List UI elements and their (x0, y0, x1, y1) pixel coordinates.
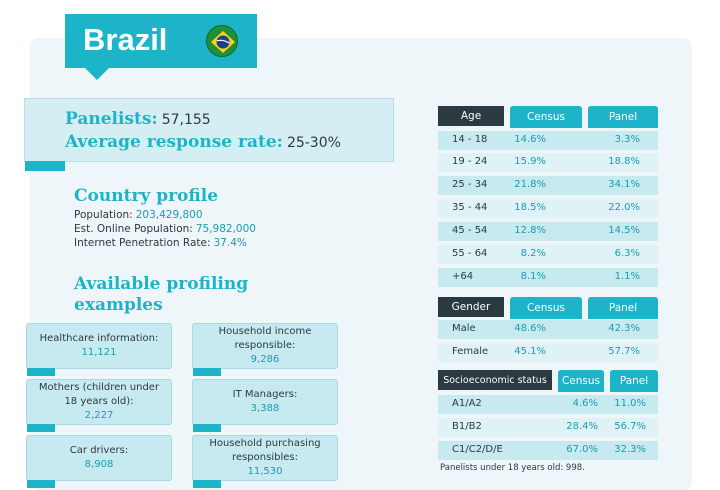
profiling-heading-line1: Available profiling (74, 274, 249, 294)
table-row: A1/A2 4.6% 11.0% (438, 395, 658, 414)
country-profile-heading: Country profile (74, 186, 219, 206)
country-title-banner: Brazil (65, 14, 257, 80)
row-label: 45 - 54 (452, 225, 488, 236)
panel-value: 3.3% (614, 134, 640, 145)
gender-census-header: Census (510, 297, 582, 319)
census-value: 8.1% (520, 271, 546, 282)
profiling-item-label: Healthcare information: (39, 333, 159, 344)
profiling-item-value: 11,530 (247, 466, 283, 477)
panel-value: 6.3% (614, 248, 640, 259)
age-census-header: Census (510, 106, 582, 128)
country-title: Brazil (83, 22, 168, 57)
profiling-item-label: IT Managers: (232, 389, 298, 400)
profiling-heading-line2: examples (74, 295, 163, 315)
profiling-item: Healthcare information: 11,121 (26, 323, 172, 376)
profiling-item: Household income responsible: 9,286 (192, 323, 338, 376)
census-value: 12.8% (514, 225, 546, 236)
population-value: 203,429,800 (135, 209, 203, 221)
population-line: Population: 203,429,800 (74, 209, 203, 221)
profiling-heading: Available profiling examples (74, 274, 248, 316)
panel-value: 34.1% (608, 179, 640, 190)
census-value: 8.2% (520, 248, 546, 259)
row-label: 35 - 44 (452, 202, 488, 213)
panelists-stat: Panelists: 57,155 (65, 109, 211, 129)
summary-box: Panelists: 57,155 Average response rate: 2… (24, 98, 394, 171)
age-header-cell: Age (438, 106, 504, 126)
row-label: 19 - 24 (452, 156, 488, 167)
panel-value: 11.0% (614, 398, 646, 409)
table-row: 55 - 64 8.2% 6.3% (438, 245, 658, 264)
profiling-item-value: 2,227 (84, 410, 114, 421)
profiling-item: IT Managers: 3,388 (192, 379, 338, 432)
panel-value: 14.5% (608, 225, 640, 236)
online-population-line: Est. Online Population: 75,982,000 (74, 223, 256, 235)
row-label: 55 - 64 (452, 248, 488, 259)
census-value: 14.6% (514, 134, 546, 145)
panel-value: 56.7% (614, 421, 646, 432)
table-row: 19 - 24 15.9% 18.8% (438, 153, 658, 172)
row-label: A1/A2 (452, 398, 482, 409)
profiling-item-value: 9,286 (250, 354, 280, 365)
gender-header-cell: Gender (438, 297, 504, 317)
response-rate-value: 25-30% (286, 135, 341, 151)
socio-header-cell: Socioeconomic status (438, 370, 552, 390)
table-row: 45 - 54 12.8% 14.5% (438, 222, 658, 241)
row-label: C1/C2/D/E (452, 444, 503, 455)
census-value: 48.6% (514, 323, 546, 334)
socio-census-header: Census (558, 370, 604, 392)
panelists-value: 57,155 (161, 112, 211, 128)
footnote: Panelists under 18 years old: 998. (440, 463, 585, 473)
profiling-item-value: 3,388 (250, 403, 280, 414)
profiling-item: Car drivers: 8,908 (26, 435, 172, 488)
profiling-item-label: Mothers (children under 18 years old): (38, 382, 160, 407)
table-row: +64 8.1% 1.1% (438, 268, 658, 287)
age-panel-header: Panel (588, 106, 658, 128)
census-value: 67.0% (566, 444, 598, 455)
census-value: 15.9% (514, 156, 546, 167)
penetration-value: 37.4% (213, 237, 247, 249)
census-value: 18.5% (514, 202, 546, 213)
online-population-value: 75,982,000 (195, 223, 256, 235)
panelists-label: Panelists: (65, 109, 158, 129)
census-value: 4.6% (572, 398, 598, 409)
panel-value: 22.0% (608, 202, 640, 213)
panel-value: 57.7% (608, 346, 640, 357)
row-label: 25 - 34 (452, 179, 488, 190)
panel-value: 32.3% (614, 444, 646, 455)
table-row: B1/B2 28.4% 56.7% (438, 418, 658, 437)
profiling-item-value: 11,121 (81, 347, 117, 358)
profiling-item-label: Car drivers: (69, 445, 129, 456)
penetration-label: Internet Penetration Rate: (74, 237, 211, 249)
table-row: Male 48.6% 42.3% (438, 320, 658, 339)
row-label: Male (452, 323, 476, 334)
profiling-item: Household purchasing responsibles: 11,53… (192, 435, 338, 488)
table-row: 25 - 34 21.8% 34.1% (438, 176, 658, 195)
census-value: 45.1% (514, 346, 546, 357)
table-row: 35 - 44 18.5% 22.0% (438, 199, 658, 218)
row-label: B1/B2 (452, 421, 482, 432)
response-rate-stat: Average response rate: 25-30% (65, 132, 341, 152)
census-value: 28.4% (566, 421, 598, 432)
profiling-item: Mothers (children under 18 years old): 2… (26, 379, 172, 432)
panel-value: 1.1% (614, 271, 640, 282)
profiling-item-value: 8,908 (84, 459, 114, 470)
panel-value: 18.8% (608, 156, 640, 167)
response-rate-label: Average response rate: (65, 132, 283, 152)
brazil-flag-icon (206, 25, 238, 57)
row-label: 14 - 18 (452, 134, 488, 145)
penetration-line: Internet Penetration Rate: 37.4% (74, 237, 247, 249)
census-value: 21.8% (514, 179, 546, 190)
row-label: +64 (452, 271, 474, 282)
profiling-item-label: Household purchasing responsibles: (209, 438, 321, 463)
profiling-item-label: Household income responsible: (218, 326, 312, 351)
gender-panel-header: Panel (588, 297, 658, 319)
table-row: 14 - 18 14.6% 3.3% (438, 131, 658, 150)
panel-value: 42.3% (608, 323, 640, 334)
table-row: C1/C2/D/E 67.0% 32.3% (438, 441, 658, 460)
row-label: Female (452, 346, 489, 357)
population-label: Population: (74, 209, 133, 221)
table-row: Female 45.1% 57.7% (438, 343, 658, 362)
online-population-label: Est. Online Population: (74, 223, 193, 235)
socio-panel-header: Panel (610, 370, 658, 392)
